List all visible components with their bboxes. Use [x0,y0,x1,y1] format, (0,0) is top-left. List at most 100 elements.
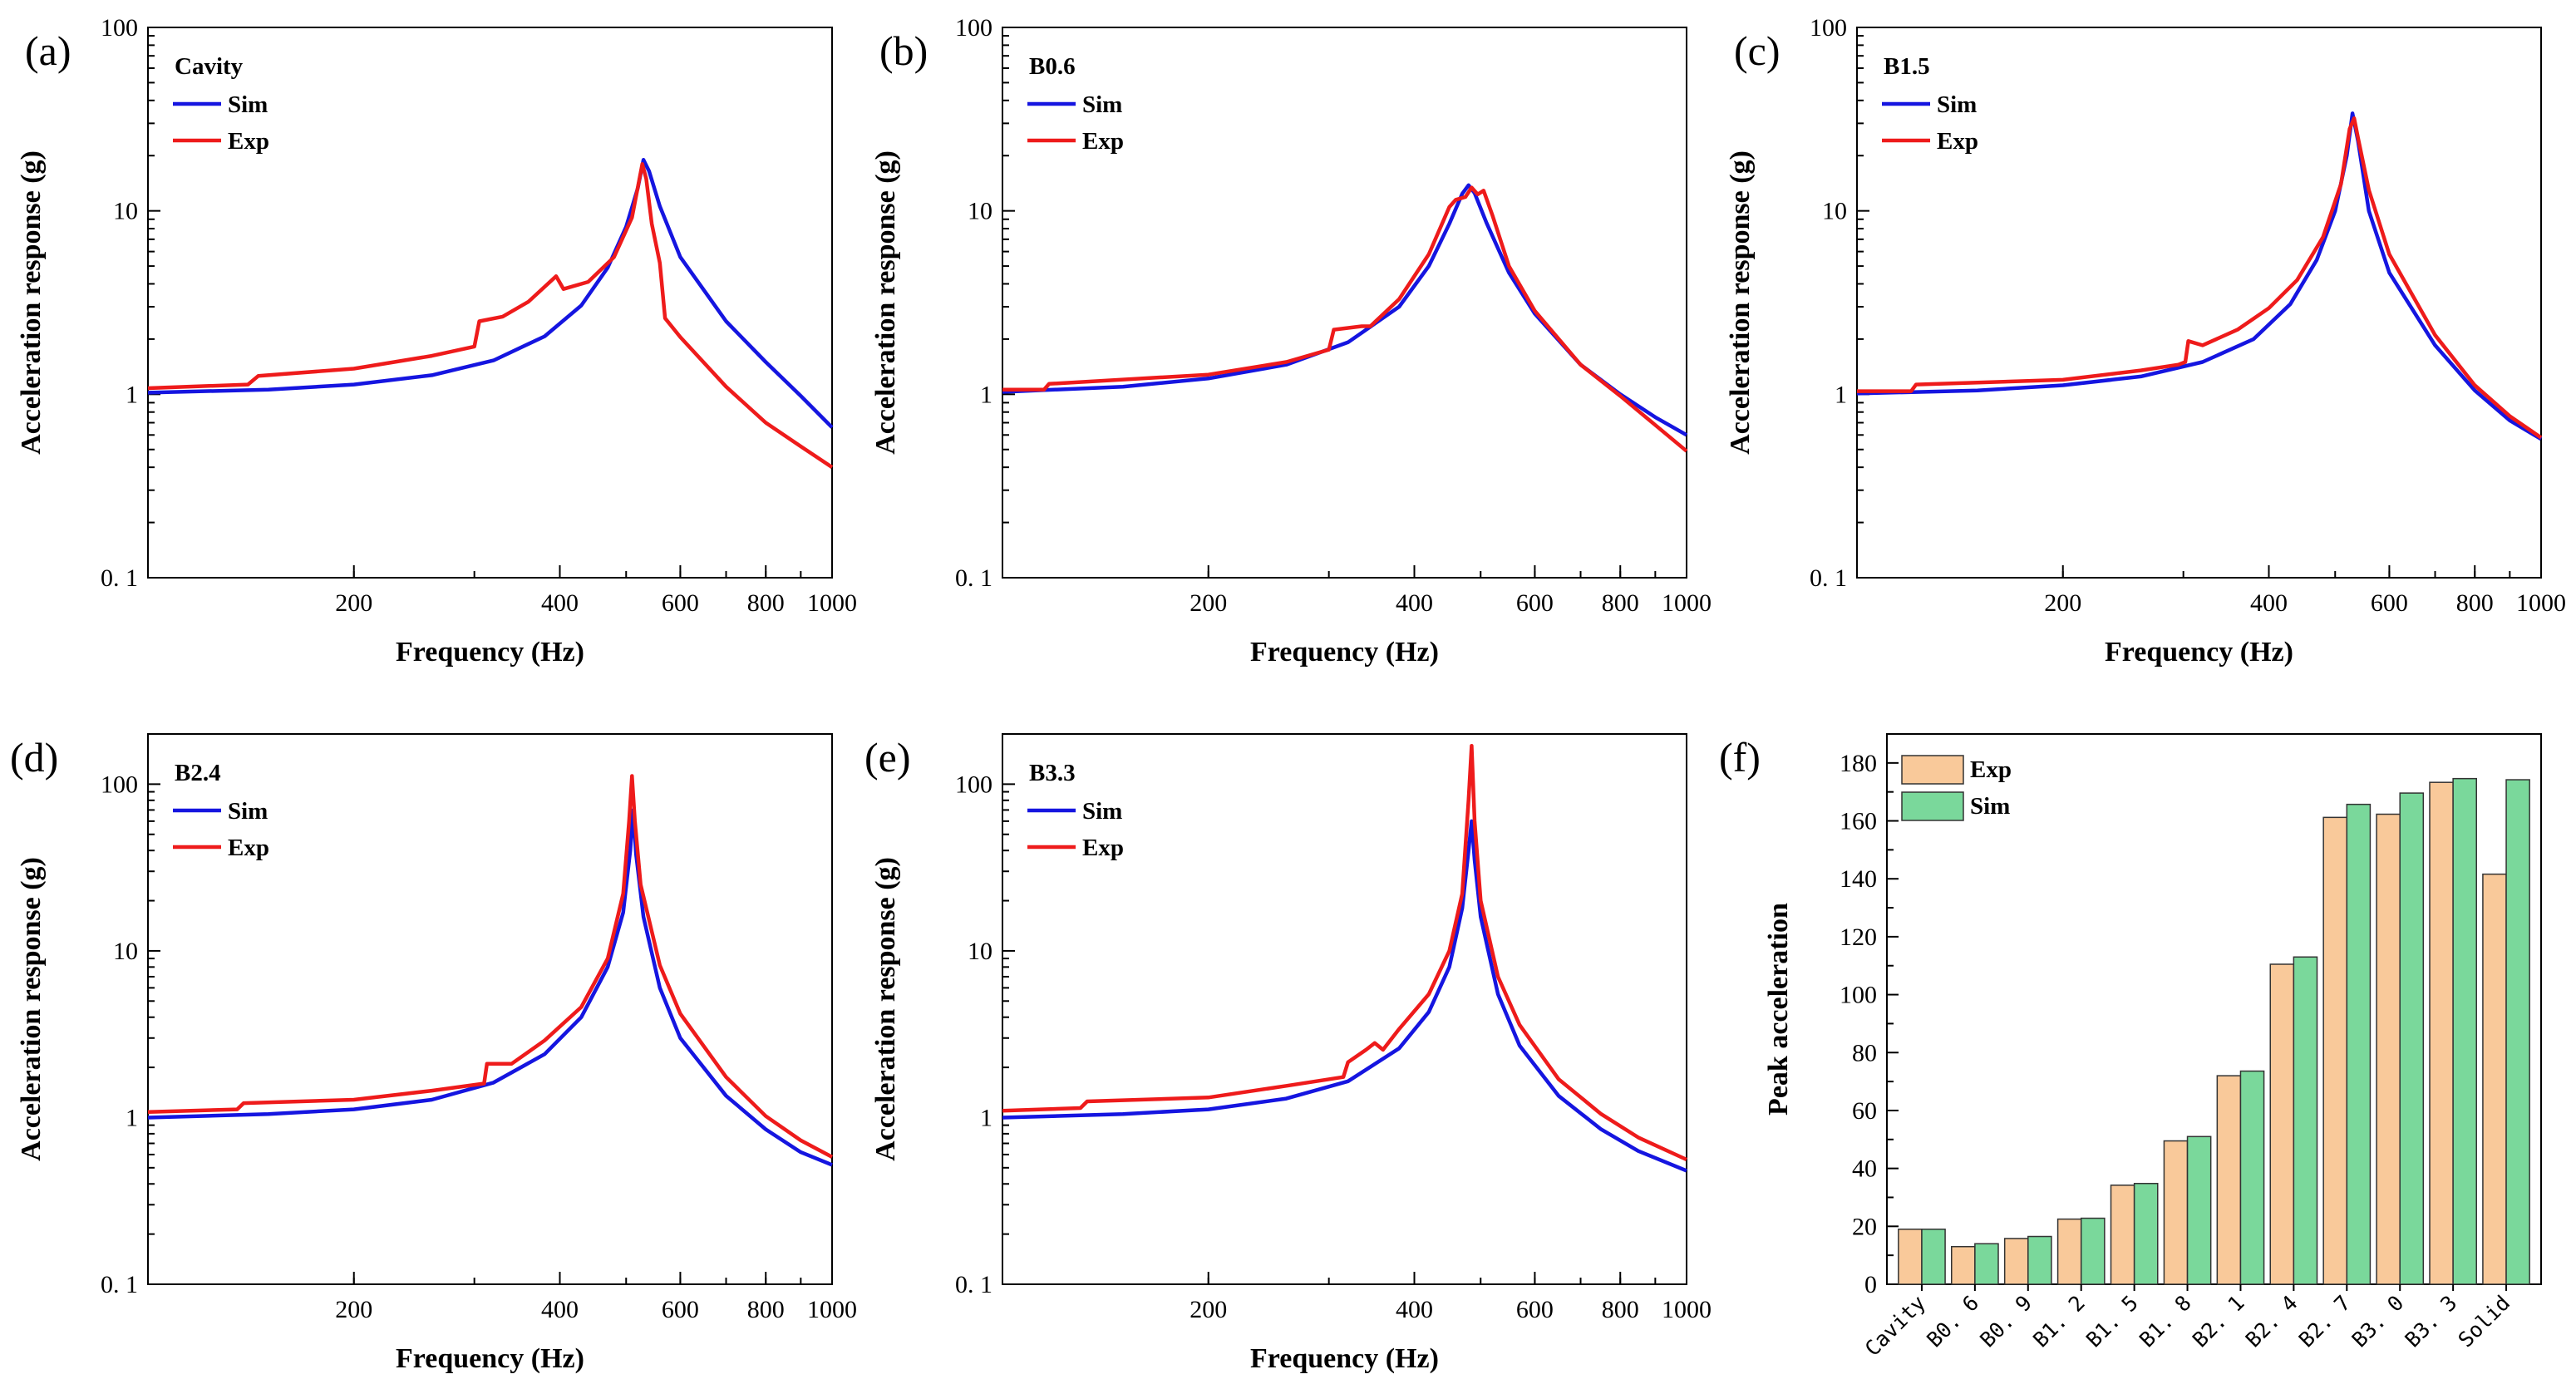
series-line-sim [147,157,834,429]
bar-exp [2216,1075,2242,1285]
x-tick-label: 800 [1602,589,1639,617]
bar-exp [1898,1229,1923,1285]
x-tick-label: 200 [335,1296,372,1323]
y-axis-label: Acceleration response (g) [870,150,901,455]
legend-swatch-exp [1901,755,1964,785]
plot-frame [1886,733,2542,1285]
panel-b: 200 400 600 800 1000 0. 1 1 10 100 Frequency (Hz)… [870,14,1712,667]
x-tick-label: 200 [1189,1296,1227,1323]
series-line-exp [1002,743,1687,1162]
bar-sim [2505,779,2530,1285]
legend-swatch-sim [1901,791,1964,821]
bar-sim [2399,792,2425,1285]
x-tick-label: 400 [541,589,579,617]
y-axis-label: Acceleration response (g) [16,857,47,1161]
x-tick-label: 1000 [807,1296,857,1323]
panel-e: 200 400 600 800 1000 0. 1 1 10 100 Frequency (Hz)… [870,733,1712,1374]
x-axis-label: Frequency (Hz) [396,637,584,667]
bar-sim [2133,1182,2159,1285]
bar-exp [2482,873,2507,1285]
plot-frame [1002,27,1687,579]
series-line-exp [147,774,834,1159]
bar-sim [2186,1135,2212,1285]
x-category-label: B0. 9 [1975,1291,2037,1352]
y-tick-label: 1 [980,381,992,408]
x-tick-label: 1000 [2516,589,2566,617]
panel-label: (f) [1719,734,1761,781]
y-tick-label: 10 [113,198,138,225]
y-tick-label: 0. 1 [101,564,138,592]
legend-label-sim: Sim [228,798,268,825]
y-tick-label: 100 [955,771,992,798]
x-tick-label: 400 [1396,1296,1433,1323]
y-tick-label: 10 [968,938,992,965]
x-tick-label: 1000 [807,589,857,617]
y-tick-label: 40 [1852,1155,1877,1183]
x-axis-label: Frequency (Hz) [1250,637,1439,667]
x-axis-label: Frequency (Hz) [396,1343,584,1374]
y-tick-label: 1 [1835,381,1847,408]
x-tick-label: 800 [747,589,785,617]
x-tick-label: 400 [541,1296,579,1323]
panel-label: (a) [25,27,71,74]
plot-frame [147,27,833,579]
bar-exp [2322,816,2348,1285]
y-tick-label: 100 [101,771,138,798]
plot-frame [1856,27,2542,579]
bar-exp [2376,813,2401,1285]
panel-label: (c) [1734,27,1781,74]
y-tick-label: 0. 1 [101,1271,138,1298]
x-category-label: B1. 2 [2028,1291,2090,1352]
y-tick-label: 1 [126,1104,138,1131]
plot-frame [1002,733,1687,1285]
chart-title: B0.6 [1029,53,1076,80]
x-category-label: Solid [2454,1291,2515,1352]
x-category-label: B1. 5 [2081,1291,2143,1352]
series-line-exp [1002,185,1688,453]
y-tick-label: 100 [101,14,138,42]
x-category-label: B3. 0 [2347,1291,2409,1352]
x-tick-label: 1000 [1662,589,1712,617]
panel-label: (b) [879,27,928,74]
x-tick-label: 800 [2456,589,2494,617]
x-tick-label: 600 [1516,1296,1554,1323]
x-category-label: B2. 1 [2188,1291,2249,1352]
chart-title: B3.3 [1029,760,1076,786]
legend-label-sim: Sim [1937,91,1977,118]
x-tick-label: 600 [662,1296,699,1323]
bar-sim [2027,1235,2052,1285]
series-line-sim [1856,111,2543,441]
y-axis-label: Peak acceleration [1763,903,1794,1116]
legend-label-sim: Sim [228,91,268,118]
legend-label-sim: Sim [1970,793,2010,820]
x-tick-label: 200 [1189,589,1227,617]
bar-sim [2452,777,2477,1285]
x-category-label: Cavity [1860,1291,1930,1361]
bar-sim [2293,956,2318,1285]
y-tick-label: 160 [1840,808,1877,835]
x-tick-label: 400 [2250,589,2288,617]
legend-label-exp: Exp [1082,835,1124,861]
y-tick-label: 1 [980,1104,992,1131]
y-tick-label: 60 [1852,1097,1877,1125]
bar-exp [2056,1218,2082,1285]
bar-exp [2429,781,2454,1285]
y-tick-label: 10 [968,198,992,225]
series-line-sim [147,808,833,1167]
series-line-exp [147,162,834,469]
x-tick-label: 800 [1602,1296,1639,1323]
x-category-label: B0. 6 [1922,1291,1983,1352]
bar-exp [1951,1245,1976,1285]
chart-title: B2.4 [175,760,221,786]
y-axis-label: Acceleration response (g) [16,150,47,455]
bar-sim [1921,1229,1946,1285]
legend-label-exp: Exp [1082,128,1124,155]
legend-label-sim: Sim [1082,798,1122,825]
x-tick-label: 600 [662,589,699,617]
bar-sim [2239,1070,2265,1285]
x-tick-label: 800 [747,1296,785,1323]
bar-exp [2269,963,2295,1285]
y-tick-label: 0. 1 [955,1271,992,1298]
